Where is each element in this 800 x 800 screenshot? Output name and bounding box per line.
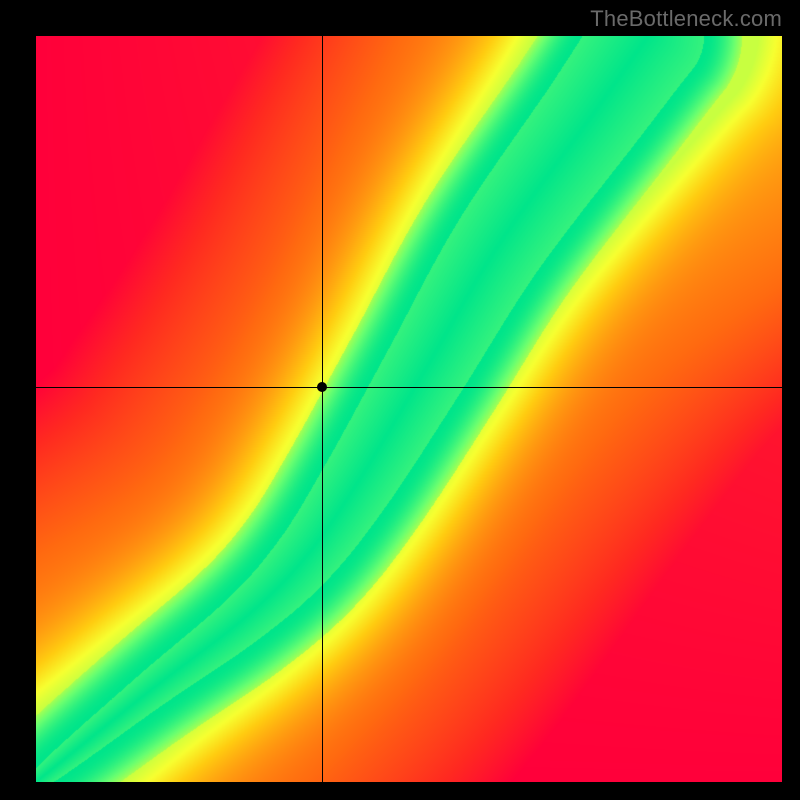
- bottleneck-heatmap: [36, 36, 782, 782]
- chart-root: TheBottleneck.com: [0, 0, 800, 800]
- crosshair-horizontal: [36, 387, 782, 388]
- crosshair-vertical: [322, 36, 323, 782]
- selection-marker: [317, 382, 327, 392]
- watermark-label: TheBottleneck.com: [590, 6, 782, 32]
